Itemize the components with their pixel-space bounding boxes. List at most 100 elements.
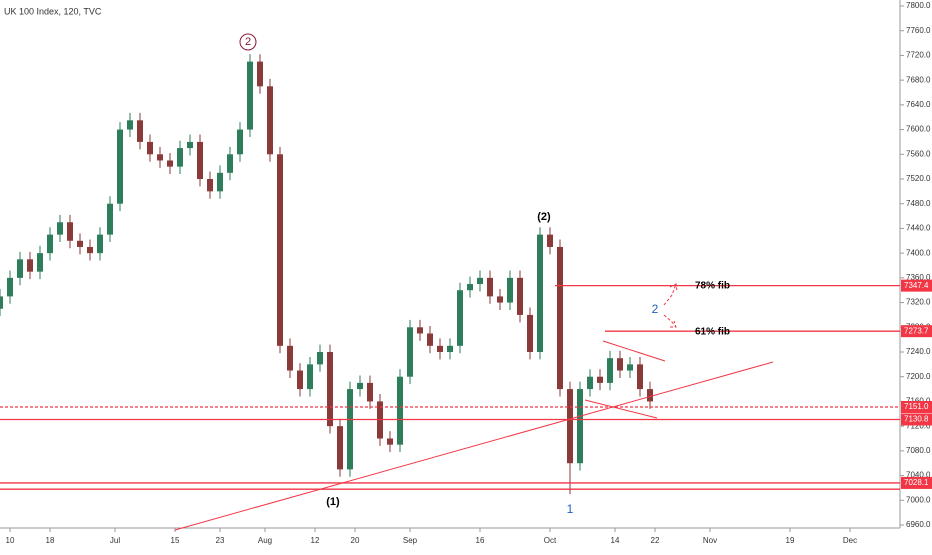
candle-body [587,376,593,390]
candle-body [167,160,173,167]
candle-body [537,234,543,352]
candle-body [507,277,513,303]
candle-body [287,345,293,371]
price-label-box [901,400,932,413]
candle-body [87,246,93,254]
candle-body [467,284,473,291]
candle-body [307,364,313,390]
candle-body [327,352,333,427]
x-tick-label: 16 [476,536,485,545]
candle-body [0,296,3,309]
price-label: 7347.4 [904,281,929,290]
y-tick-label: 7600.0 [906,125,931,134]
x-tick-label: 12 [311,536,320,545]
x-tick-label: 22 [651,536,660,545]
price-label-box [901,413,932,426]
y-tick-label: 7680.0 [906,75,931,84]
candle-body [347,389,353,470]
candle-body [417,327,423,334]
candle-body [67,222,73,241]
candle-body [237,129,243,155]
trend-line [602,340,666,362]
y-tick-label: 7760.0 [906,26,931,35]
y-tick-label: 7360.0 [906,273,931,282]
candle-body [27,259,33,272]
x-tick-label: Oct [544,536,557,545]
trend-line [174,361,774,531]
y-tick-label: 7120.0 [906,421,931,430]
candle-body [187,141,193,149]
candle-body [227,154,233,173]
price-label-box [901,476,932,489]
circle-marker [239,33,257,51]
candle-body [397,376,403,445]
candle-body [207,179,213,192]
candle-body [197,141,203,179]
x-tick-label: Aug [258,536,272,545]
candle-body [17,259,23,278]
y-tick-label: 7480.0 [906,199,931,208]
y-tick-label: 7080.0 [906,446,931,455]
y-tick-label: 7720.0 [906,51,931,60]
candle-body [267,86,273,155]
candle-body [47,234,53,254]
candle-body [367,382,373,402]
candle-body [7,277,13,297]
candle-body [77,240,83,247]
candle-body [277,154,283,346]
price-label-box [901,279,932,292]
price-label: 7151.0 [904,402,929,411]
candle-body [387,438,393,445]
x-tick-label: Nov [703,536,717,545]
candle-body [527,314,533,352]
y-tick-label: 7000.0 [906,495,931,504]
wave-label: 2 [245,36,251,48]
candle-body [297,370,303,390]
candle-body [637,364,643,390]
projection-arrow [663,283,678,328]
candle-body [107,203,113,235]
y-tick-label: 6960.0 [906,520,931,529]
x-tick-label: 20 [351,536,360,545]
wave-label: 1 [567,502,574,516]
candle-body [177,148,183,167]
price-label: 7028.1 [904,478,929,487]
candle-body [617,358,623,371]
candle-body [567,389,573,464]
candle-body [337,426,343,470]
y-tick-label: 7520.0 [906,174,931,183]
candle-body [427,333,433,346]
candle-body [257,61,263,87]
x-tick-label: 15 [171,536,180,545]
candle-body [157,154,163,161]
y-tick-label: 7640.0 [906,100,931,109]
y-tick-label: 7560.0 [906,149,931,158]
x-tick-label: 19 [786,536,795,545]
candle-body [357,382,363,390]
price-label: 7273.7 [904,326,929,335]
fib-label: 61% fib [695,327,730,338]
candle-body [497,296,503,303]
candle-body [547,234,553,247]
x-tick-label: Sep [403,536,418,545]
candle-body [487,277,493,297]
wave-label: (1) [326,496,340,508]
y-tick-label: 7200.0 [906,372,931,381]
candle-body [557,246,563,390]
y-tick-label: 7400.0 [906,248,931,257]
candle-body [437,345,443,352]
y-tick-label: 7320.0 [906,298,931,307]
candle-body [647,389,653,402]
candle-body [517,277,523,315]
x-tick-label: 18 [46,536,55,545]
price-label-box [901,325,932,338]
y-tick-label: 7440.0 [906,224,931,233]
candle-body [127,120,133,130]
candle-body [117,129,123,204]
candle-body [577,389,583,464]
x-tick-label: Jul [110,536,120,545]
candle-body [37,253,43,272]
x-tick-label: 23 [216,536,225,545]
